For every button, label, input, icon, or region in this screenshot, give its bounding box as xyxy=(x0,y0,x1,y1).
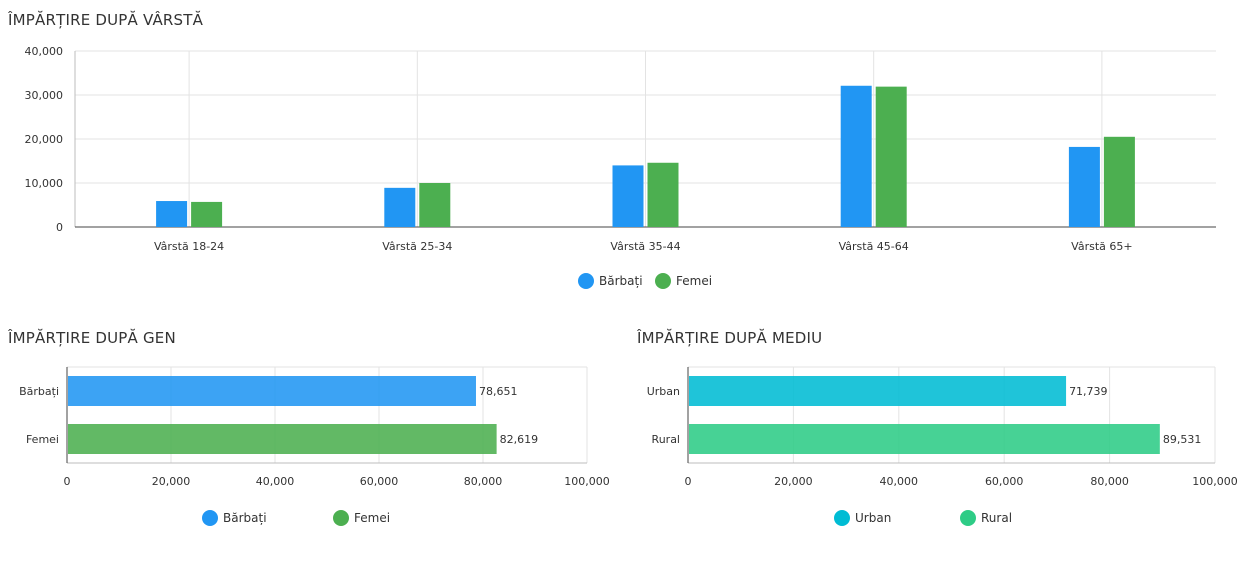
age-y-tick-label: 10,000 xyxy=(25,177,64,190)
age-x-tick-label: Vârstă 18-24 xyxy=(154,240,224,253)
environment-x-tick-label: 80,000 xyxy=(1090,475,1129,488)
gender-x-tick-label: 40,000 xyxy=(256,475,295,488)
gender-x-tick-label: 80,000 xyxy=(464,475,503,488)
gender-x-tick-label: 60,000 xyxy=(360,475,399,488)
age-bar-barbati-varsta-18-24[interactable] xyxy=(156,201,188,227)
age-y-tick-label: 40,000 xyxy=(25,45,64,58)
environment-chart-title: ÎMPĂRȚIRE DUPĂ MEDIU xyxy=(637,329,823,347)
age-bar-barbati-varsta-45-64[interactable] xyxy=(840,85,872,227)
age-bar-femei-varsta-45-64[interactable] xyxy=(875,86,907,227)
age-bar-femei-varsta-35-44[interactable] xyxy=(647,162,679,227)
age-bar-barbati-varsta-35-44[interactable] xyxy=(612,165,644,227)
legend-marker-rural-icon[interactable] xyxy=(960,510,976,526)
gender-x-tick-label: 0 xyxy=(64,475,71,488)
gender-value-label: 82,619 xyxy=(500,433,538,446)
age-y-tick-label: 20,000 xyxy=(25,133,64,146)
legend-marker-barbati-icon[interactable] xyxy=(202,510,218,526)
gender-bar-femei[interactable] xyxy=(68,424,497,454)
age-bar-barbati-varsta-65[interactable] xyxy=(1068,146,1100,227)
legend-marker-barbati-icon[interactable] xyxy=(578,273,594,289)
legend-marker-femei-icon[interactable] xyxy=(333,510,349,526)
environment-x-tick-label: 60,000 xyxy=(985,475,1024,488)
environment-x-tick-label: 0 xyxy=(685,475,692,488)
age-bar-femei-varsta-25-34[interactable] xyxy=(419,183,451,227)
environment-x-tick-label: 100,000 xyxy=(1192,475,1238,488)
age-bar-barbati-varsta-25-34[interactable] xyxy=(384,187,416,227)
legend-marker-urban-icon[interactable] xyxy=(834,510,850,526)
legend-label-rural[interactable]: Rural xyxy=(981,511,1012,525)
environment-y-tick-label: Urban xyxy=(647,385,680,398)
gender-chart-title: ÎMPĂRȚIRE DUPĂ GEN xyxy=(8,329,176,347)
gender-bar-barbati[interactable] xyxy=(68,376,476,406)
legend-label-femei[interactable]: Femei xyxy=(354,511,390,525)
environment-value-label: 71,739 xyxy=(1069,385,1108,398)
environment-x-tick-label: 40,000 xyxy=(880,475,919,488)
environment-bar-rural[interactable] xyxy=(689,424,1160,454)
age-x-tick-label: Vârstă 65+ xyxy=(1071,240,1132,253)
environment-y-tick-label: Rural xyxy=(652,433,680,446)
age-bar-femei-varsta-18-24[interactable] xyxy=(191,201,223,227)
environment-value-label: 89,531 xyxy=(1163,433,1202,446)
legend-label-urban[interactable]: Urban xyxy=(855,511,891,525)
age-bar-femei-varsta-65[interactable] xyxy=(1103,136,1135,227)
age-y-tick-label: 30,000 xyxy=(25,89,64,102)
legend-marker-femei-icon[interactable] xyxy=(655,273,671,289)
environment-bar-urban[interactable] xyxy=(689,376,1067,406)
gender-x-tick-label: 100,000 xyxy=(564,475,610,488)
legend-label-femei[interactable]: Femei xyxy=(676,274,712,288)
environment-x-tick-label: 20,000 xyxy=(774,475,813,488)
legend-label-barbati[interactable]: Bărbați xyxy=(223,511,267,525)
age-x-tick-label: Vârstă 35-44 xyxy=(610,240,680,253)
gender-x-tick-label: 20,000 xyxy=(152,475,191,488)
gender-y-tick-label: Femei xyxy=(26,433,59,446)
age-x-tick-label: Vârstă 25-34 xyxy=(382,240,452,253)
legend-label-barbati[interactable]: Bărbați xyxy=(599,274,643,288)
age-x-tick-label: Vârstă 45-64 xyxy=(839,240,909,253)
age-chart-title: ÎMPĂRȚIRE DUPĂ VÂRSTĂ xyxy=(8,11,204,29)
gender-value-label: 78,651 xyxy=(479,385,518,398)
age-y-tick-label: 0 xyxy=(56,221,63,234)
gender-y-tick-label: Bărbați xyxy=(19,385,59,398)
